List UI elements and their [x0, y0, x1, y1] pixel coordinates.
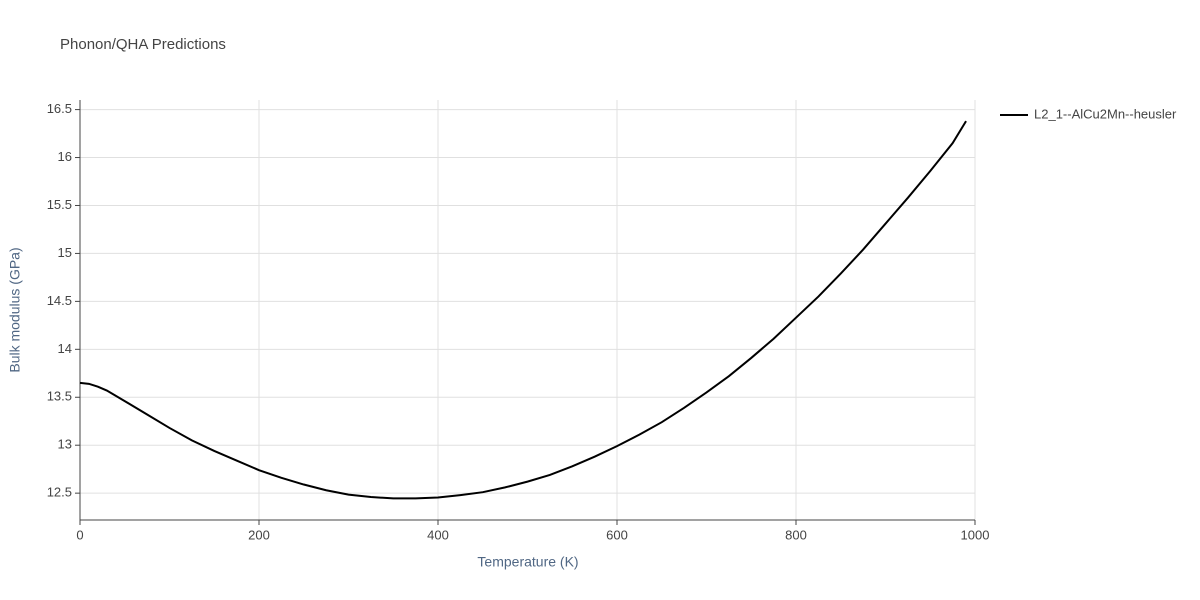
y-tick-label: 13: [58, 437, 72, 452]
x-tick-label: 800: [785, 527, 807, 542]
x-tick-label: 200: [248, 527, 270, 542]
y-tick-label: 14: [58, 341, 72, 356]
y-tick-label: 12.5: [47, 485, 72, 500]
y-tick-label: 16: [58, 149, 72, 164]
y-tick-label: 15.5: [47, 197, 72, 212]
y-tick-label: 15: [58, 245, 72, 260]
x-tick-label: 600: [606, 527, 628, 542]
y-tick-label: 13.5: [47, 389, 72, 404]
y-tick-label: 14.5: [47, 293, 72, 308]
y-tick-label: 16.5: [47, 101, 72, 116]
x-axis-title: Temperature (K): [477, 554, 578, 570]
legend-label: L2_1--AlCu2Mn--heusler: [1034, 106, 1177, 121]
y-axis-title: Bulk modulus (GPa): [7, 247, 23, 372]
chart-title: Phonon/QHA Predictions: [60, 36, 226, 53]
x-tick-label: 0: [76, 527, 83, 542]
x-tick-label: 400: [427, 527, 449, 542]
x-tick-label: 1000: [961, 527, 990, 542]
data-line: [79, 120, 967, 500]
